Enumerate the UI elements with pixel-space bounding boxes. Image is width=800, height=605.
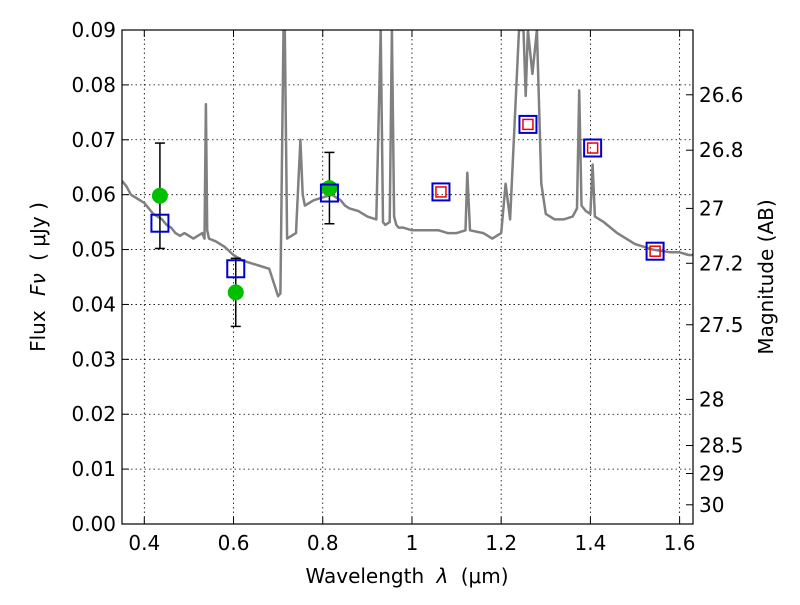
y2-tick-label: 27.5 <box>699 313 744 337</box>
model-photometry-square <box>518 114 538 134</box>
y2-tick-label: 26.8 <box>699 138 744 162</box>
x-tick-label: 0.6 <box>218 531 250 555</box>
observed-points <box>151 180 338 301</box>
y-tick-label: 0.04 <box>71 292 116 316</box>
y-tick-label: 0.00 <box>71 512 116 536</box>
y-tick-label: 0.09 <box>71 18 116 42</box>
model-photometry-inner-square <box>586 142 599 154</box>
x-tick-label: 1.4 <box>574 531 606 555</box>
y2-tick-label: 26.6 <box>699 83 744 107</box>
model-spectrum <box>122 30 693 298</box>
y-tick-label: 0.06 <box>71 183 116 207</box>
y-axis-label-unit: ( μJy ) <box>26 202 50 261</box>
x-axis-label-symbol: λ <box>436 564 449 588</box>
plot-frame <box>121 29 694 525</box>
x-tick-label: 0.4 <box>128 531 160 555</box>
model-photometry-square <box>431 182 451 202</box>
x-tick-label: 1.2 <box>485 531 517 555</box>
y-axis-label-symbol: Fν <box>26 273 50 296</box>
observed-point <box>227 284 244 301</box>
x-tick-label: 0.8 <box>307 531 339 555</box>
x-axis-label-unit: (μm) <box>461 564 509 588</box>
y-tick-label: 0.03 <box>71 347 116 371</box>
tick-marks <box>122 29 693 525</box>
y2-tick-label: 30 <box>699 493 724 517</box>
y-axis-label-text: Flux <box>26 310 50 352</box>
y-axis-label: Flux Fν ( μJy ) <box>26 202 50 352</box>
x-tick-labels: 0.4 0.6 0.8 1 1.2 1.4 1.6 <box>128 531 695 555</box>
y2-tick-label: 28 <box>699 387 724 411</box>
y-tick-label: 0.05 <box>71 238 116 262</box>
y2-tick-label: 27.2 <box>699 251 744 275</box>
y-tick-label: 0.07 <box>71 128 116 152</box>
y2-tick-label: 27 <box>699 196 724 220</box>
plot-background <box>122 30 693 524</box>
model-photometry-square <box>583 138 603 158</box>
y-tick-label: 0.08 <box>71 73 116 97</box>
model-photometry-inner-square <box>522 118 534 131</box>
model-photometry-points <box>150 114 665 279</box>
x-axis-label-text: Wavelength <box>305 564 424 588</box>
y-tick-label: 0.02 <box>71 402 116 426</box>
y-tick-label: 0.01 <box>71 457 116 481</box>
x-tick-label: 1.6 <box>664 531 696 555</box>
y2-tick-label: 28.5 <box>699 434 744 458</box>
y2-tick-label: 29 <box>699 462 724 486</box>
model-photometry-square <box>645 241 665 261</box>
model-photometry-square <box>226 259 246 279</box>
model-photometry-inner-square <box>649 245 661 257</box>
y2-axis-label: Magnitude (AB) <box>754 199 778 354</box>
x-tick-label: 1 <box>406 531 419 555</box>
y2-tick-labels: 26.6 26.8 27 27.2 27.5 28 28.5 29 30 <box>699 83 744 517</box>
model-photometry-inner-square <box>435 186 447 198</box>
y-tick-labels: 0.00 0.01 0.02 0.03 0.04 0.05 0.06 0.07 0.08 0.09 <box>71 18 116 536</box>
x-axis-label: Wavelength λ (μm) <box>305 564 508 588</box>
model-photometry-square <box>319 183 339 203</box>
model-photometry-square <box>150 213 170 233</box>
observed-point <box>151 187 168 204</box>
model-spectrum-line <box>122 30 693 298</box>
observed-point <box>321 180 338 197</box>
